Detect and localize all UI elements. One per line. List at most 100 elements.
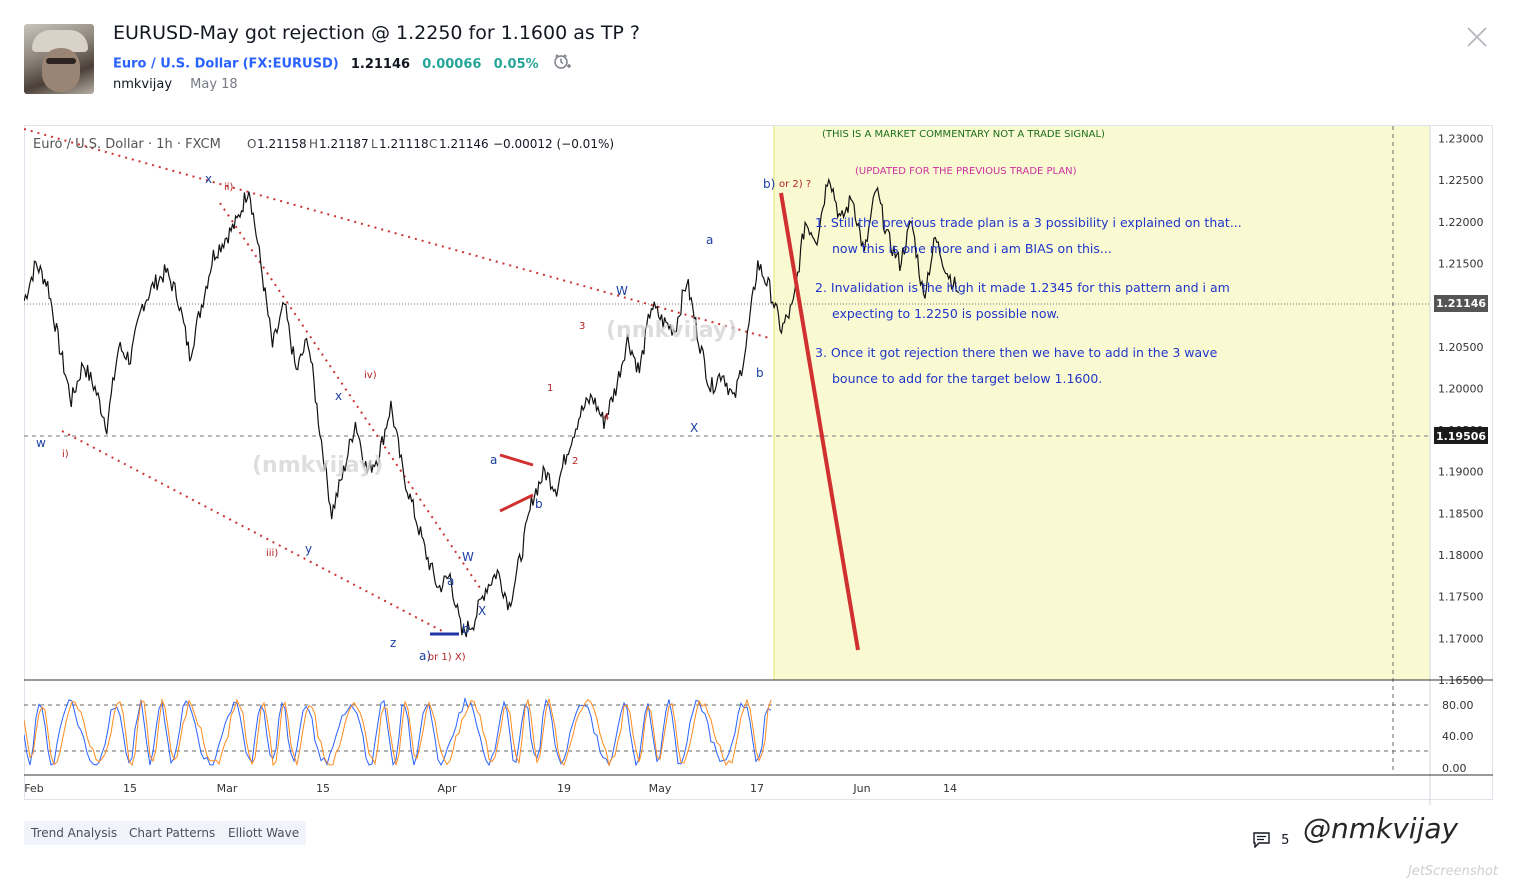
symbol-change: 0.00066 bbox=[422, 56, 482, 72]
price-tick-label: 1.19000 bbox=[1438, 466, 1484, 479]
oscillator-pane bbox=[24, 696, 1430, 767]
wave-label: X bbox=[690, 421, 698, 435]
time-tick-label: 15 bbox=[123, 782, 137, 795]
symbol-code-link[interactable]: (FX:EURUSD) bbox=[242, 56, 339, 72]
price-tick-label: 1.22500 bbox=[1438, 174, 1484, 187]
wave-label: 1 bbox=[547, 383, 553, 394]
price-axis: 1.230001.225001.220001.215001.210001.205… bbox=[1438, 132, 1484, 687]
price-tick-label: 1.17000 bbox=[1438, 632, 1484, 645]
wave-label: x bbox=[205, 172, 212, 186]
legend-ohlc: O 1.21158 H 1.21187 L 1.21118 C 1.21146 … bbox=[247, 137, 614, 151]
price-tick-label: 1.22000 bbox=[1438, 216, 1484, 229]
note-line-1: 1. Still the previous trade plan is a 3 … bbox=[815, 215, 1242, 230]
legend-l-label: L bbox=[371, 137, 378, 151]
wave-label: W bbox=[616, 284, 628, 298]
time-tick-label: May bbox=[649, 782, 672, 795]
upper-trendline bbox=[24, 128, 770, 339]
price-series-line bbox=[24, 177, 960, 638]
current-price-badge-text: 1.21146 bbox=[1436, 297, 1486, 310]
close-icon[interactable] bbox=[1466, 26, 1488, 48]
wave-label: z bbox=[390, 636, 396, 650]
current-price-badge bbox=[1434, 295, 1488, 312]
oscillator-k-line bbox=[24, 696, 772, 767]
wave-label: X bbox=[478, 604, 486, 618]
time-tick-label: Mar bbox=[217, 782, 238, 795]
wave-label: W bbox=[462, 550, 474, 564]
time-axis: Feb 15 Mar 15 Apr 19 May 17 Jun 14 bbox=[24, 782, 957, 795]
author-name[interactable]: nmkvijay bbox=[113, 77, 173, 92]
level-price-badge bbox=[1434, 427, 1488, 444]
author-line: nmkvijay May 18 bbox=[113, 77, 238, 92]
time-tick-label: Feb bbox=[24, 782, 43, 795]
legend-high: 1.21187 bbox=[319, 137, 369, 151]
wave-label: a bbox=[706, 233, 713, 247]
wave-label: y bbox=[305, 542, 312, 556]
legend-close: 1.21146 bbox=[439, 137, 489, 151]
wave-label: iii) bbox=[266, 548, 278, 559]
wave-label: b bbox=[462, 622, 470, 636]
chart-container[interactable] bbox=[24, 125, 1493, 800]
price-tick-label: 1.21500 bbox=[1438, 257, 1484, 270]
time-tick-label: 15 bbox=[316, 782, 330, 795]
forecast-highlight-zone bbox=[774, 126, 1430, 680]
symbol-line: Euro / U.S. Dollar (FX:EURUSD) 1.21146 0… bbox=[113, 53, 571, 75]
oscillator-axis: 80.00 40.00 0.00 bbox=[1442, 699, 1474, 775]
channel-trendline bbox=[219, 202, 481, 589]
price-tick-label: 1.18500 bbox=[1438, 507, 1484, 520]
symbol-name-link[interactable]: Euro / U.S. Dollar bbox=[113, 56, 239, 72]
time-tick-label: Jun bbox=[852, 782, 870, 795]
screenshot-watermark: JetScreenshot bbox=[1408, 864, 1498, 879]
price-tick-label: 1.20500 bbox=[1438, 341, 1484, 354]
idea-header: EURUSD-May got rejection @ 1.2250 for 1.… bbox=[0, 0, 1517, 110]
avatar-face bbox=[42, 48, 80, 92]
time-tick-label: 17 bbox=[750, 782, 764, 795]
note-updated: (UPDATED FOR THE PREVIOUS TRADE PLAN) bbox=[855, 166, 1077, 177]
note-disclaimer: (THIS IS A MARKET COMMENTARY NOT A TRADE… bbox=[822, 129, 1105, 140]
projection-arrow-line bbox=[779, 192, 860, 651]
wave-label: b) bbox=[763, 177, 775, 191]
symbol-change-pct: 0.05% bbox=[493, 56, 539, 72]
price-tick-label: 1.20000 bbox=[1438, 382, 1484, 395]
legend-h-label: H bbox=[309, 137, 318, 151]
time-tick-label: 19 bbox=[557, 782, 571, 795]
tag-chart-patterns[interactable]: Chart Patterns bbox=[122, 821, 223, 845]
time-tick-label: 14 bbox=[943, 782, 957, 795]
wave-label: b bbox=[756, 366, 764, 380]
wave-label: 4 bbox=[603, 412, 609, 423]
time-tick-label: Apr bbox=[437, 782, 457, 795]
price-tick-label: 1.23000 bbox=[1438, 132, 1484, 145]
add-alert-icon[interactable] bbox=[553, 53, 571, 75]
avatar-cap bbox=[32, 30, 88, 52]
lower-trendline bbox=[61, 430, 445, 633]
wave-label: a bbox=[490, 453, 497, 467]
publish-date: May 18 bbox=[190, 77, 238, 92]
price-tick-label: 1.18000 bbox=[1438, 549, 1484, 562]
price-tick-label: 1.17500 bbox=[1438, 591, 1484, 604]
comments-button[interactable]: 5 bbox=[1253, 832, 1289, 849]
idea-title: EURUSD-May got rejection @ 1.2250 for 1.… bbox=[113, 22, 641, 44]
note-line-3: 2. Invalidation is the high it made 1.23… bbox=[815, 280, 1230, 295]
triangle-lower-line bbox=[499, 493, 534, 513]
legend-change: −0.00012 (−0.01%) bbox=[493, 137, 614, 151]
tag-elliott-wave[interactable]: Elliott Wave bbox=[221, 821, 307, 845]
wave-label: x bbox=[335, 389, 342, 403]
footer-watermark: @nmkvijay bbox=[1303, 812, 1459, 845]
triangle-upper-line bbox=[499, 453, 534, 467]
author-avatar[interactable] bbox=[24, 24, 94, 94]
note-line-2: now this is one more and i am BIAS on th… bbox=[832, 241, 1112, 256]
legend-o-label: O bbox=[247, 137, 256, 151]
symbol-price: 1.21146 bbox=[350, 56, 411, 72]
oscillator-tick-label: 0.00 bbox=[1442, 762, 1467, 775]
note-line-5: 3. Once it got rejection there then we h… bbox=[815, 345, 1218, 360]
wave-label: a) bbox=[419, 649, 431, 663]
chart-watermark-right: (nmkvijay) bbox=[606, 318, 737, 343]
wave-label: b bbox=[535, 497, 543, 511]
comment-icon bbox=[1253, 832, 1270, 849]
wave-label: a bbox=[447, 574, 454, 588]
tag-trend-analysis[interactable]: Trend Analysis bbox=[24, 821, 125, 845]
oscillator-tick-label: 80.00 bbox=[1442, 699, 1474, 712]
price-chart[interactable]: Euro / U.S. Dollar · 1h · FXCM O 1.21158… bbox=[24, 125, 1493, 805]
wave-label: 3 bbox=[579, 321, 585, 332]
chart-watermark-left: (nmkvijay) bbox=[252, 453, 383, 478]
